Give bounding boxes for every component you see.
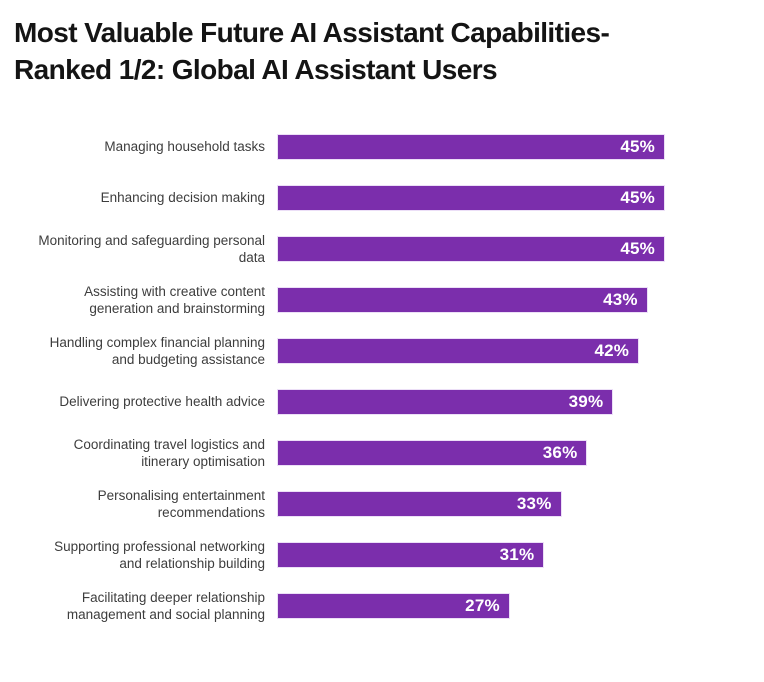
bar-row: Assisting with creative content generati…: [0, 274, 764, 325]
category-label: Supporting professional networking and r…: [54, 538, 265, 571]
bar: 31%: [277, 541, 545, 568]
bar-row: Monitoring and safeguarding personal dat…: [0, 223, 764, 274]
value-label: 45%: [620, 187, 655, 207]
bar-track: 45%: [277, 235, 665, 262]
bar-row: Delivering protective health advice 39%: [0, 376, 764, 427]
chart-title: Most Valuable Future AI Assistant Capabi…: [14, 14, 754, 88]
value-label: 45%: [620, 238, 655, 258]
bar-track: 27%: [277, 592, 665, 619]
category-label: Monitoring and safeguarding personal dat…: [38, 232, 265, 265]
bar-track: 31%: [277, 541, 665, 568]
bar-track: 45%: [277, 133, 665, 160]
bar: 39%: [277, 388, 614, 415]
bar-row: Personalising entertainment recommendati…: [0, 478, 764, 529]
value-label: 45%: [620, 136, 655, 156]
infographic-page: Most Valuable Future AI Assistant Capabi…: [0, 14, 764, 682]
bar: 33%: [277, 490, 562, 517]
value-label: 39%: [568, 391, 604, 411]
category-label: Assisting with creative content generati…: [84, 283, 265, 316]
value-label: 27%: [465, 595, 500, 615]
bar: 45%: [277, 184, 665, 211]
category-label: Managing household tasks: [104, 139, 265, 154]
value-label: 36%: [542, 442, 578, 462]
value-label: 31%: [499, 544, 535, 564]
value-label: 33%: [516, 493, 552, 513]
bar-row: Facilitating deeper relationship managem…: [0, 580, 764, 631]
bar: 42%: [277, 337, 640, 364]
category-label: Handling complex financial planning and …: [49, 334, 265, 367]
bar-track: 39%: [277, 388, 665, 415]
chart-title-line-2: Ranked 1/2: Global AI Assistant Users: [14, 54, 498, 85]
bar: 45%: [277, 133, 665, 160]
bar-row: Enhancing decision making 45%: [0, 172, 764, 223]
chart-title-line-1: Most Valuable Future AI Assistant Capabi…: [14, 17, 610, 48]
category-label: Delivering protective health advice: [59, 394, 265, 409]
value-label: 42%: [594, 340, 630, 360]
category-label: Coordinating travel logistics and itiner…: [73, 436, 265, 469]
bar-track: 33%: [277, 490, 665, 517]
bar-track: 42%: [277, 337, 665, 364]
category-label: Facilitating deeper relationship managem…: [66, 589, 265, 622]
bar: 36%: [277, 439, 588, 466]
bar-row: Coordinating travel logistics and itiner…: [0, 427, 764, 478]
category-label: Enhancing decision making: [100, 190, 265, 205]
bar-track: 43%: [277, 286, 665, 313]
bar-chart: Managing household tasks 45% Enhancing d…: [0, 121, 764, 631]
bar-row: Supporting professional networking and r…: [0, 529, 764, 580]
bar: 27%: [277, 592, 510, 619]
bar: 43%: [277, 286, 648, 313]
bar-row: Handling complex financial planning and …: [0, 325, 764, 376]
bar-track: 45%: [277, 184, 665, 211]
bar-row: Managing household tasks 45%: [0, 121, 764, 172]
bar-track: 36%: [277, 439, 665, 466]
category-label: Personalising entertainment recommendati…: [97, 487, 265, 520]
bar: 45%: [277, 235, 665, 262]
value-label: 43%: [603, 289, 638, 309]
